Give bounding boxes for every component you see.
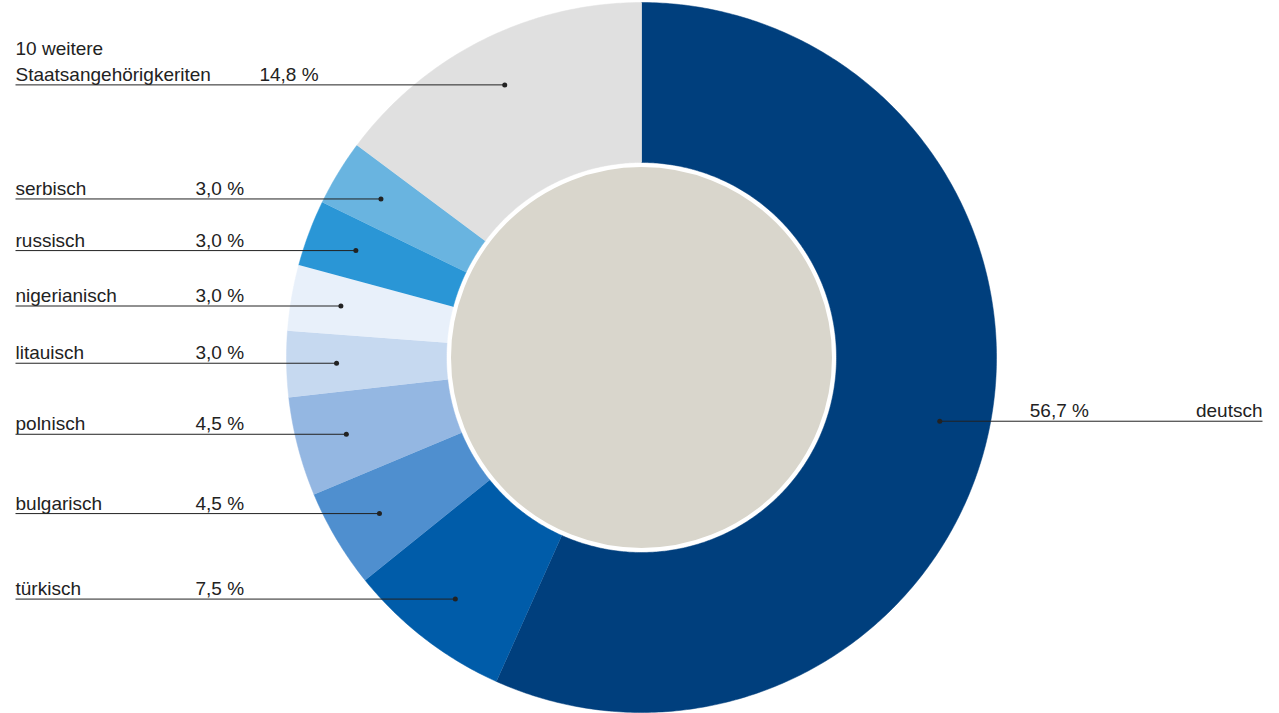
svg-text:3,0 %: 3,0 % <box>196 178 245 199</box>
svg-text:14,8 %: 14,8 % <box>259 64 318 85</box>
svg-text:polnisch: polnisch <box>16 413 86 434</box>
svg-text:litauisch: litauisch <box>16 342 85 363</box>
svg-text:russisch: russisch <box>16 230 86 251</box>
svg-text:nigerianisch: nigerianisch <box>16 285 117 306</box>
svg-text:56,7 %: 56,7 % <box>1030 400 1089 421</box>
svg-text:7,5 %: 7,5 % <box>196 578 245 599</box>
svg-text:serbisch: serbisch <box>16 178 87 199</box>
svg-text:türkisch: türkisch <box>16 578 81 599</box>
svg-text:10 weitereStaatsangehörigkerit: 10 weitereStaatsangehörigkeriten <box>16 38 211 85</box>
svg-text:3,0 %: 3,0 % <box>196 342 245 363</box>
svg-text:3,0 %: 3,0 % <box>196 230 245 251</box>
svg-text:4,5 %: 4,5 % <box>196 493 245 514</box>
svg-text:4,5 %: 4,5 % <box>196 413 245 434</box>
svg-text:3,0 %: 3,0 % <box>196 285 245 306</box>
svg-text:bulgarisch: bulgarisch <box>16 493 103 514</box>
svg-text:deutsch: deutsch <box>1196 400 1263 421</box>
